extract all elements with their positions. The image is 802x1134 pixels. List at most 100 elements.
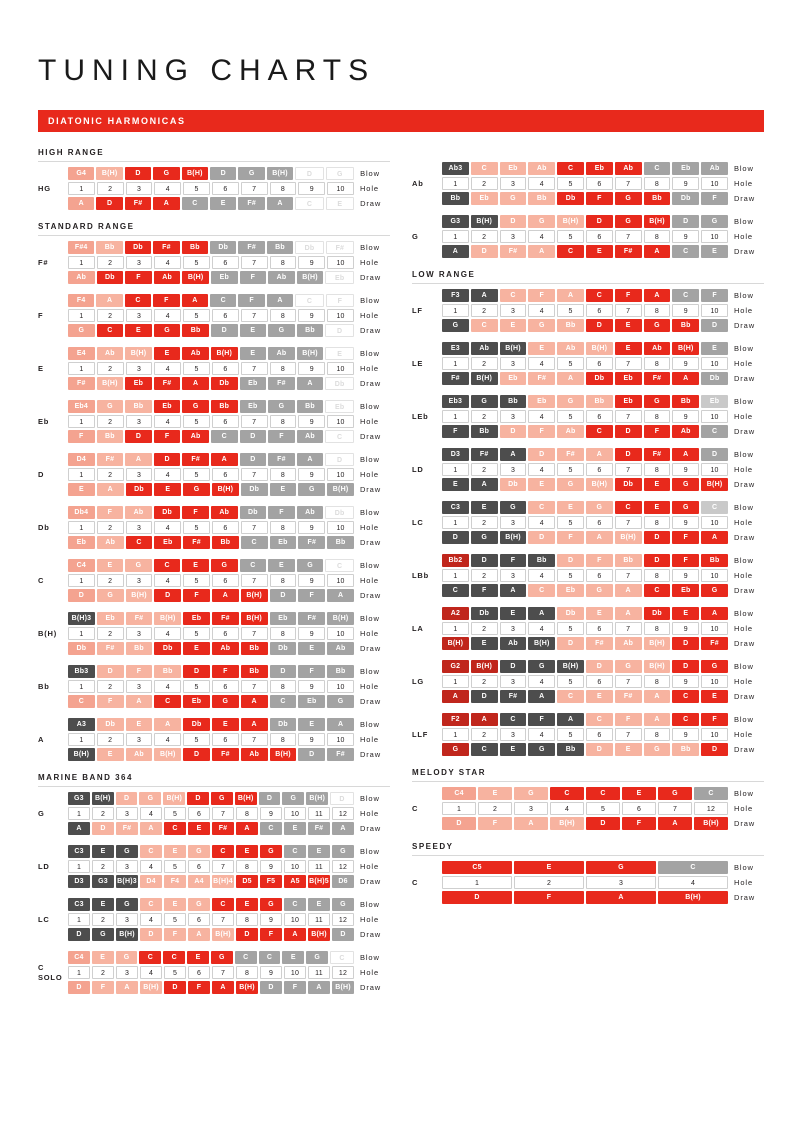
hole-row-label: Hole	[359, 311, 379, 320]
hole-number-cell: 6	[188, 913, 210, 926]
draw-note-cell: G	[701, 584, 728, 597]
blow-note-cell: C	[672, 713, 700, 726]
blow-note-cell: E	[470, 501, 498, 514]
hole-number-cell: 10	[701, 304, 728, 317]
draw-note-cell: F	[442, 425, 469, 438]
draw-note-cell: G	[153, 324, 181, 337]
hole-number-cell: 6	[188, 807, 210, 820]
draw-note-cell: A	[442, 690, 469, 703]
draw-note-cell: Bb	[125, 642, 153, 655]
hole-row-label: Hole	[359, 184, 379, 193]
harmonica-block: HG G4 B(H) D G B(H) D G B(H) D G Blow 1 2 3 4 5 6 7 8 9 10 Hol…	[38, 167, 390, 210]
draw-note-cell: B(H)	[528, 637, 556, 650]
hole-row: 1 2 3 4 5 6 7 8 9 10 Hole	[442, 177, 764, 190]
draw-note-cell: A	[470, 478, 498, 491]
hole-row: 1 2 3 4 5 6 7 8 9 10 Hole	[442, 357, 764, 370]
hole-number-cell: 3	[514, 802, 548, 815]
blow-note-cell: C	[239, 559, 267, 572]
harmonica-grid: G3 B(H) D G B(H) D G B(H) D G Blow 1 2 3 4 5 6 7 8 9 10 Hole A…	[442, 215, 764, 258]
hole-number-cell: 3	[499, 304, 527, 317]
blow-note-cell: F	[701, 289, 728, 302]
blow-note-cell: Db	[210, 241, 237, 254]
hole-number-cell: 3	[125, 627, 153, 640]
blow-note-cell: Eb	[672, 162, 700, 175]
blow-note-cell: Db	[96, 718, 124, 731]
draw-row: B(H) E Ab B(H) D F# Ab B(H) D F# Draw	[68, 748, 390, 761]
draw-note-cell: C	[701, 425, 728, 438]
blow-note-cell: G	[701, 660, 728, 673]
hole-number-cell: 8	[643, 728, 671, 741]
draw-note-cell: A	[284, 928, 306, 941]
blow-note-cell: B(H)	[91, 792, 114, 805]
hole-row: 1 2 3 4 5 6 7 8 9 10 Hole	[442, 728, 764, 741]
blow-note-cell: D	[557, 554, 584, 567]
blow-note-cell: Bb	[585, 395, 613, 408]
right-column: Ab Ab3 C Eb Ab C Eb Ab C Eb Ab Blow 1 2 3 4 5 6 7 8 9 10 Hole B…	[412, 146, 764, 914]
draw-row: A D F# A C E F# A C E Draw	[442, 690, 764, 703]
harmonica-key-label: E	[38, 363, 44, 373]
blow-note-cell: Db	[295, 241, 324, 254]
blow-note-cell: Db	[470, 607, 498, 620]
draw-note-cell: B(H)	[614, 531, 642, 544]
draw-note-cell: Db	[210, 377, 238, 390]
blow-note-cell: D	[269, 665, 297, 678]
draw-note-cell: D	[260, 981, 282, 994]
draw-note-cell: F	[514, 891, 584, 904]
draw-note-cell: Db	[585, 372, 613, 385]
hole-number-cell: 4	[528, 230, 556, 243]
harmonica-key-label: Bb	[38, 681, 50, 691]
blow-note-cell: E	[585, 607, 613, 620]
hole-number-cell: 1	[442, 177, 469, 190]
draw-note-cell: C	[672, 690, 700, 703]
hole-number-cell: 5	[557, 728, 584, 741]
high-range-right-tables: Ab Ab3 C Eb Ab C Eb Ab C Eb Ab Blow 1 2 3 4 5 6 7 8 9 10 Hole B…	[412, 162, 764, 258]
harmonica-grid: F#4 Bb Db F# Bb Db F# Bb Db F# Blow 1 2 3 4 5 6 7 8 9 10 Hole…	[68, 241, 390, 284]
draw-note-cell: B(H)	[499, 531, 527, 544]
blow-note-cell: B(H)	[470, 660, 498, 673]
draw-note-cell: A	[116, 981, 138, 994]
draw-note-cell: B(H)	[68, 748, 95, 761]
speedy-tables: C C5 E G C Blow 1 2 3 4 Hole D F A B(H) Draw	[412, 861, 764, 904]
hole-number-cell: 1	[442, 675, 469, 688]
hole-number-cell: 8	[269, 733, 297, 746]
blow-note-cell: B(H)	[557, 660, 584, 673]
draw-note-cell: D	[92, 822, 114, 835]
draw-note-cell: A	[585, 531, 613, 544]
hole-row-label: Hole	[734, 878, 754, 887]
draw-row: Bb Eb G Bb Db F G Bb Db F Draw	[442, 192, 764, 205]
draw-note-cell: F	[585, 192, 613, 205]
draw-note-cell: A	[140, 822, 162, 835]
hole-number-cell: 11	[308, 966, 330, 979]
hole-number-cell: 3	[125, 182, 153, 195]
hole-row-label: Hole	[733, 232, 753, 241]
hole-number-cell: 2	[470, 569, 498, 582]
blow-note-cell: A3	[68, 718, 95, 731]
blow-note-cell: F	[268, 506, 295, 519]
hole-row: 1 2 3 4 5 6 7 8 9 10 Hole	[442, 516, 764, 529]
hole-number-cell: 8	[643, 569, 671, 582]
hole-row: 1 2 3 4 5 6 7 8 9 10 Hole	[68, 362, 390, 375]
hole-row: 1 2 3 4 5 6 7 8 9 10 11 12 Hole	[68, 807, 390, 820]
harmonica-key-label: G	[38, 808, 45, 818]
blow-row: A2 Db E A Db E A Db E A Blow	[442, 607, 764, 620]
hole-number-cell: 11	[308, 860, 330, 873]
draw-note-cell: C	[585, 425, 613, 438]
blow-note-cell: B(H)	[470, 215, 498, 228]
hole-row: 1 2 3 4 5 6 7 8 9 10 Hole	[442, 230, 764, 243]
draw-note-cell: Db	[240, 483, 268, 496]
harmonica-key-label: F#	[38, 257, 49, 267]
blow-note-cell: D	[614, 448, 642, 461]
hole-number-cell: 7	[614, 357, 642, 370]
draw-note-cell: Ab	[125, 748, 153, 761]
hole-number-cell: 4	[658, 876, 728, 889]
draw-note-cell: Ab	[240, 748, 268, 761]
blow-row-label: Blow	[359, 794, 380, 803]
draw-note-cell: C	[470, 319, 498, 332]
hole-row: 1 2 3 4 5 6 7 12 Hole	[442, 802, 764, 815]
draw-note-cell: A	[182, 377, 209, 390]
blow-note-cell: G	[557, 395, 584, 408]
draw-note-cell: G	[557, 478, 584, 491]
draw-note-cell: D	[325, 324, 354, 337]
blow-row: G2 B(H) D G B(H) D G B(H) D G Blow	[442, 660, 764, 673]
draw-row: D G B(H) D F A B(H) D F A Draw	[442, 531, 764, 544]
